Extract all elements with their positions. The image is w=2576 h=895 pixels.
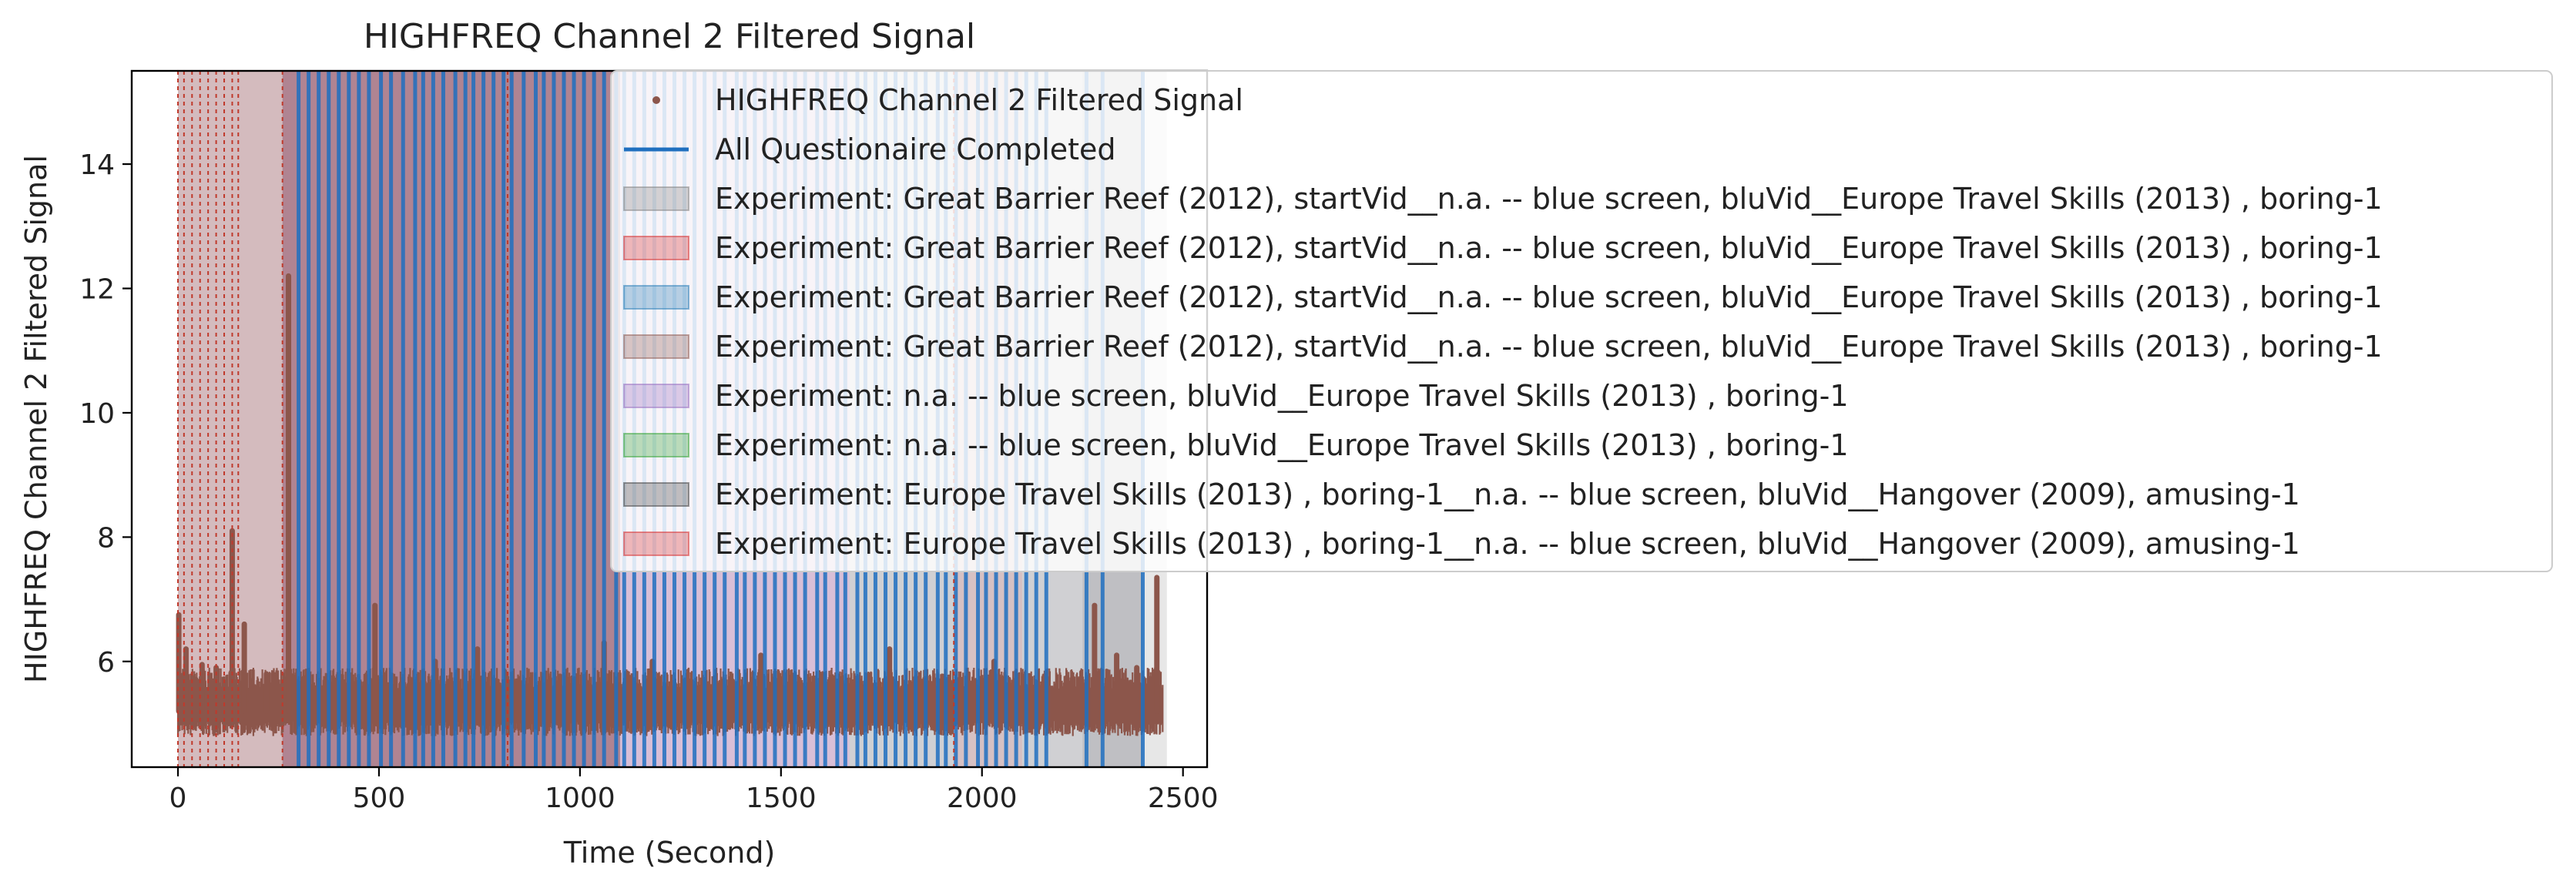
- y-tick-label: 12: [79, 274, 115, 306]
- y-tick-label: 10: [79, 398, 115, 430]
- legend-label: Experiment: Great Barrier Reef (2012), s…: [715, 182, 2383, 216]
- y-tick-label: 14: [79, 149, 115, 181]
- x-tick-label: 1500: [746, 783, 817, 814]
- legend-patch: [623, 334, 689, 359]
- x-tick-label: 1000: [545, 783, 615, 814]
- x-axis: 0 500 1000 1500 2000 2500: [169, 767, 1219, 814]
- chart-title: HIGHFREQ Channel 2 Filtered Signal: [364, 17, 975, 56]
- x-tick-label: 500: [353, 783, 406, 814]
- legend-item: Experiment: Europe Travel Skills (2013) …: [623, 527, 2300, 561]
- legend: HIGHFREQ Channel 2 Filtered Signal All Qu…: [610, 70, 2553, 572]
- legend-patch: [623, 531, 689, 556]
- legend-marker: [652, 96, 660, 104]
- y-tick-label: 8: [97, 522, 115, 554]
- legend-label: HIGHFREQ Channel 2 Filtered Signal: [715, 83, 1243, 117]
- x-tick-label: 2500: [1148, 783, 1219, 814]
- legend-patch: [623, 384, 689, 408]
- legend-label: Experiment: Great Barrier Reef (2012), s…: [715, 330, 2383, 364]
- legend-item: HIGHFREQ Channel 2 Filtered Signal: [652, 83, 1243, 117]
- legend-item: Experiment: Great Barrier Reef (2012), s…: [623, 231, 2383, 265]
- legend-label: Experiment: n.a. -- blue screen, bluVid_…: [715, 379, 1849, 413]
- legend-item: All Questionaire Completed: [624, 132, 1116, 166]
- legend-item: Experiment: Great Barrier Reef (2012), s…: [623, 280, 2383, 314]
- y-tick-label: 6: [97, 647, 115, 679]
- legend-patch: [623, 236, 689, 260]
- legend-item: Experiment: n.a. -- blue screen, bluVid_…: [623, 428, 1849, 462]
- experiment-span: [282, 71, 621, 767]
- x-tick-label: 2000: [947, 783, 1018, 814]
- legend-item: Experiment: Europe Travel Skills (2013) …: [623, 478, 2300, 511]
- legend-label: All Questionaire Completed: [715, 132, 1116, 166]
- legend-item: Experiment: n.a. -- blue screen, bluVid_…: [623, 379, 1849, 413]
- legend-patch: [623, 482, 689, 507]
- legend-label: Experiment: Europe Travel Skills (2013) …: [715, 478, 2300, 511]
- y-axis-label: HIGHFREQ Channel 2 Filtered Signal: [19, 155, 53, 683]
- legend-patch: [623, 285, 689, 310]
- legend-frame: [610, 70, 2553, 572]
- legend-item: Experiment: Great Barrier Reef (2012), s…: [623, 330, 2383, 364]
- legend-label: Experiment: Great Barrier Reef (2012), s…: [715, 280, 2383, 314]
- legend-label: Experiment: Great Barrier Reef (2012), s…: [715, 231, 2383, 265]
- legend-patch: [623, 433, 689, 458]
- y-axis: 6 8 10 12 14: [79, 149, 132, 679]
- legend-patch: [623, 186, 689, 211]
- x-tick-label: 0: [169, 783, 187, 814]
- x-axis-label: Time (Second): [563, 836, 776, 870]
- legend-label: Experiment: n.a. -- blue screen, bluVid_…: [715, 428, 1849, 462]
- legend-label: Experiment: Europe Travel Skills (2013) …: [715, 527, 2300, 561]
- legend-item: Experiment: Great Barrier Reef (2012), s…: [623, 182, 2383, 216]
